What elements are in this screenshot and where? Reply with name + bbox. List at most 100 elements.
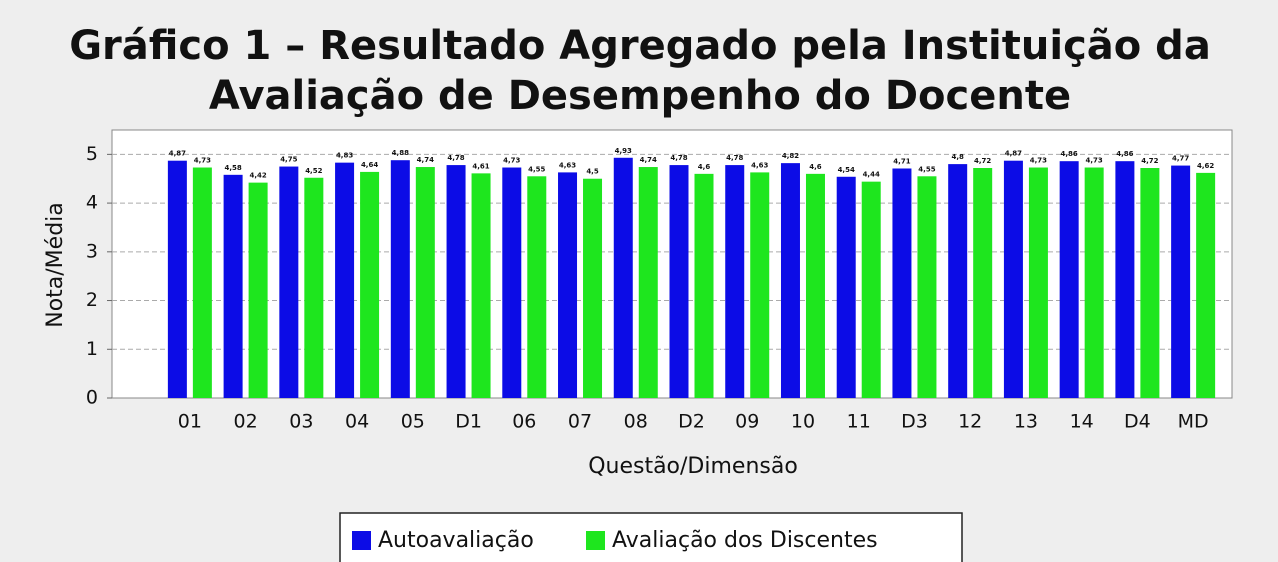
legend-label: Autoavaliação [378,528,534,553]
x-tick-label: 02 [234,411,258,433]
legend-swatch [352,531,371,550]
y-axis-label: Nota/Média [43,202,68,328]
bar [1196,172,1216,398]
value-label: 4,86 [1061,150,1078,158]
value-label: 4,74 [640,156,657,164]
value-label: 4,73 [1030,157,1047,165]
bar [360,171,380,398]
bar [725,165,745,398]
value-label: 4,93 [615,147,632,155]
bar [836,176,856,398]
x-tick-label: 09 [735,411,759,433]
bar [471,173,491,398]
y-tick-label: 3 [86,240,98,262]
bar [805,173,825,398]
y-tick-label: 0 [86,387,98,409]
legend-label: Avaliação dos Discentes [612,528,878,553]
bar [1171,165,1191,398]
bar [583,178,603,398]
bar [1003,160,1023,398]
bar [948,164,968,398]
value-label: 4,71 [893,157,910,165]
bar [1028,167,1048,398]
value-label: 4,54 [838,166,855,174]
x-tick-label: 04 [345,411,369,433]
x-tick-label: 03 [289,411,313,433]
value-label: 4,55 [918,165,935,173]
bar [415,167,435,398]
value-label: 4,74 [417,156,434,164]
bar [613,157,633,398]
value-label: 4,73 [1086,157,1103,165]
bar [917,176,937,398]
y-tick-label: 5 [86,143,98,165]
value-label: 4,88 [392,149,409,157]
x-axis-label: Questão/Dimensão [588,454,798,479]
bar [558,172,578,398]
value-label: 4,87 [169,150,186,158]
bar [223,174,243,398]
value-label: 4,82 [782,152,799,160]
y-tick-label: 1 [86,338,98,360]
legend-box [339,512,963,562]
value-label: 4,78 [447,154,464,162]
x-tick-label: MD [1178,411,1209,433]
bar [527,176,547,398]
x-tick-label: 11 [847,411,871,433]
bar [304,177,324,398]
x-tick-label: D1 [455,411,482,433]
y-tick-label: 2 [86,289,98,311]
legend-swatch [586,531,605,550]
x-tick-label: 07 [568,411,592,433]
value-label: 4,6 [809,163,822,171]
bar [694,173,714,398]
bar [192,167,212,398]
value-label: 4,73 [194,157,211,165]
x-tick-label: 08 [624,411,648,433]
bar [446,165,466,398]
value-label: 4,78 [726,154,743,162]
x-tick-label: D4 [1124,411,1151,433]
chart-title: Gráfico 1 – Resultado Agregado pela Inst… [69,23,1211,69]
x-tick-label: 01 [178,411,202,433]
value-label: 4,52 [305,167,322,175]
bar [502,167,522,398]
value-label: 4,72 [974,157,991,165]
x-tick-label: 12 [958,411,982,433]
bar [390,160,410,398]
bar [167,160,187,398]
bar [248,182,268,398]
value-label: 4,78 [670,154,687,162]
bar [973,168,993,398]
bar [861,181,881,398]
y-tick-label: 4 [86,192,98,214]
value-label: 4,72 [1141,157,1158,165]
value-label: 4,83 [336,152,353,160]
value-label: 4,86 [1116,150,1133,158]
value-label: 4,55 [528,165,545,173]
value-label: 4,87 [1005,150,1022,158]
value-label: 4,62 [1197,162,1214,170]
bar [780,163,800,398]
chart-title: Avaliação de Desempenho do Docente [209,73,1071,119]
bar [1115,161,1135,398]
bar [279,166,299,398]
bar [1059,161,1079,398]
value-label: 4,5 [586,168,599,176]
bar [638,167,658,398]
value-label: 4,63 [751,161,768,169]
x-tick-label: 14 [1070,411,1094,433]
value-label: 4,42 [249,172,266,180]
value-label: 4,64 [361,161,378,169]
bar [1084,167,1104,398]
value-label: 4,8 [951,153,964,161]
x-tick-label: D2 [678,411,705,433]
value-label: 4,75 [280,156,297,164]
x-tick-label: 13 [1014,411,1038,433]
value-label: 4,63 [559,161,576,169]
value-label: 4,44 [863,171,880,179]
bar [669,165,689,398]
value-label: 4,61 [472,162,489,170]
value-label: 4,6 [698,163,711,171]
